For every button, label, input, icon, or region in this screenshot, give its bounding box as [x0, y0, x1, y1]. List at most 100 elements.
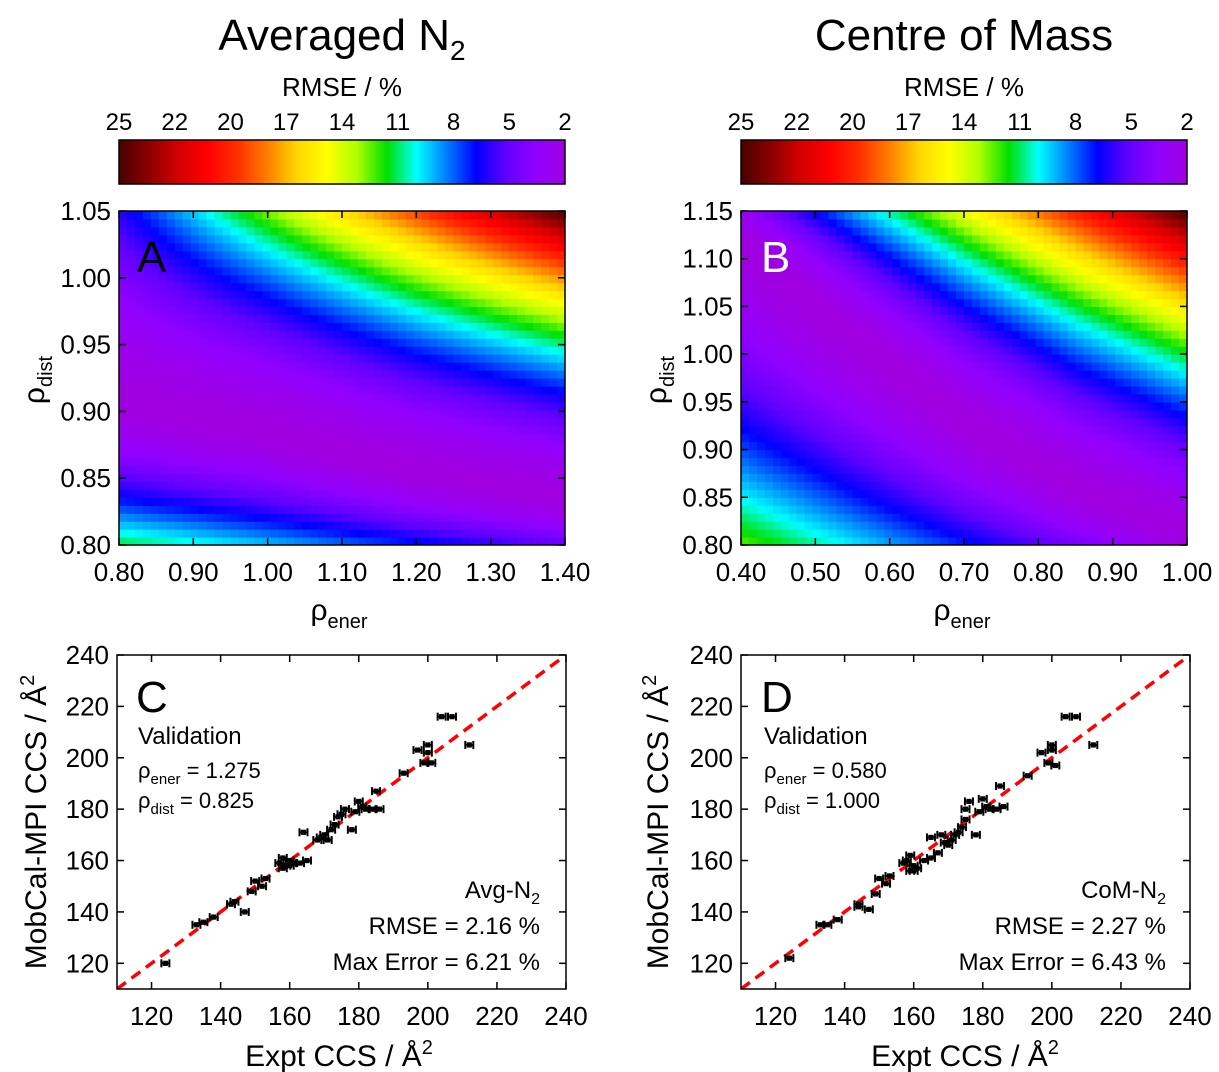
heatmap-cell	[230, 457, 240, 467]
heatmap-cell	[812, 282, 822, 292]
heatmap-cell	[932, 465, 941, 475]
heatmap-cell	[892, 306, 901, 315]
heatmap-cell	[286, 513, 295, 522]
heatmap-cell	[349, 306, 359, 315]
heatmap-cell	[254, 250, 263, 260]
heatmap-cell	[1083, 409, 1093, 419]
heatmap-cell	[884, 298, 893, 308]
heatmap-cell	[517, 258, 526, 268]
heatmap-cell	[1027, 370, 1037, 379]
heatmap-cell	[445, 362, 455, 371]
heatmap-cell	[373, 314, 383, 323]
heatmap-cell	[1123, 449, 1132, 459]
heatmap-cell	[254, 338, 263, 347]
heatmap-cell	[206, 425, 216, 435]
heatmap-cell	[230, 282, 240, 292]
heatmap-cell	[126, 290, 136, 300]
heatmap-cell	[979, 322, 989, 331]
heatmap-cell	[134, 290, 144, 300]
heatmap-cell	[421, 505, 431, 514]
heatmap-cell	[302, 226, 311, 236]
heatmap-cell	[932, 521, 941, 530]
heatmap-cell	[756, 314, 766, 323]
heatmap-cell	[214, 282, 224, 292]
heatmap-cell	[860, 441, 870, 451]
heatmap-cell	[262, 346, 271, 355]
heatmap-cell	[1091, 481, 1100, 490]
heatmap-cell	[916, 266, 925, 276]
heatmap-cell	[349, 282, 359, 292]
heatmap-cell	[971, 521, 981, 530]
heatmap-cell	[397, 441, 407, 451]
heatmap-cell	[166, 258, 176, 268]
heatmap-cell	[1059, 226, 1069, 236]
heatmap-cell	[1051, 497, 1061, 506]
heatmap-B: 0.40 0.50 0.60 0.70 0.80 0.90 1.000.800.850.90…	[640, 196, 1212, 633]
heatmap-cell	[772, 250, 782, 260]
heatmap-cell	[318, 250, 327, 260]
heatmap-cell	[485, 457, 494, 467]
scatter-marks-D	[741, 655, 1190, 989]
heatmap-cell	[1019, 266, 1029, 276]
heatmap-cell	[230, 513, 240, 522]
heatmap-cell	[1067, 425, 1077, 435]
heatmap-cell	[126, 330, 136, 339]
heatmap-cell	[764, 385, 774, 395]
x-tick-label: 0.80	[1013, 557, 1064, 587]
heatmap-cell	[286, 266, 295, 276]
heatmap-cell	[525, 378, 534, 387]
heatmap-cell	[477, 242, 486, 252]
heatmap-cell	[302, 242, 311, 252]
heatmap-cell	[493, 465, 502, 475]
heatmap-cell	[1155, 226, 1164, 236]
heatmap-cell	[485, 226, 494, 236]
heatmap-cell	[493, 338, 502, 347]
heatmap-cell	[1131, 362, 1140, 371]
heatmap-cell	[1083, 521, 1093, 530]
heatmap-cell	[1163, 441, 1172, 451]
heatmap-cell	[1091, 497, 1100, 506]
heatmap-cell	[1115, 417, 1124, 427]
heatmap-cell	[1027, 521, 1037, 530]
heatmap-cell	[294, 362, 303, 371]
heatmap-cell	[278, 266, 287, 276]
heatmap-cell	[541, 306, 550, 315]
heatmap-cell	[1019, 370, 1029, 379]
heatmap-cell	[453, 473, 463, 482]
heatmap-cell	[437, 218, 447, 228]
heatmap-cell	[342, 481, 351, 490]
heatmap-cell	[238, 457, 248, 467]
heatmap-cell	[1027, 425, 1037, 435]
heatmap-cell	[1051, 417, 1061, 427]
heatmap-cell	[948, 529, 957, 538]
heatmap-cell	[134, 393, 144, 403]
heatmap-cell	[174, 513, 184, 522]
heatmap-cell	[884, 338, 893, 347]
heatmap-cell	[804, 393, 814, 403]
heatmap-cell	[334, 290, 343, 300]
colorbar-ticks-A: 25 22 20 17 14 11 8 5 2	[106, 109, 572, 136]
heatmap-cell	[884, 218, 893, 228]
heatmap-cell	[262, 449, 271, 459]
heatmap-cell	[334, 385, 343, 395]
heatmap-cell	[1171, 378, 1180, 387]
heatmap-cell	[812, 234, 822, 244]
heatmap-cell	[190, 401, 200, 411]
heatmap-cell	[876, 298, 885, 308]
heatmap-cell	[852, 354, 862, 363]
heatmap-cell	[397, 306, 407, 315]
heatmap-cell	[852, 505, 862, 514]
heatmap-cell	[294, 393, 303, 403]
heatmap-cell	[318, 465, 327, 475]
heatmap-cell	[868, 338, 877, 347]
heatmap-cell	[198, 298, 208, 308]
heatmap-cell	[493, 497, 502, 506]
heatmap-cell	[557, 425, 565, 435]
heatmap-cell	[182, 338, 192, 347]
heatmap-cell	[437, 513, 447, 522]
heatmap-cell	[541, 449, 550, 459]
heatmap-cell	[485, 362, 494, 371]
heatmap-cell	[868, 385, 877, 395]
heatmap-cell	[357, 489, 367, 498]
heatmap-cell	[932, 385, 941, 395]
